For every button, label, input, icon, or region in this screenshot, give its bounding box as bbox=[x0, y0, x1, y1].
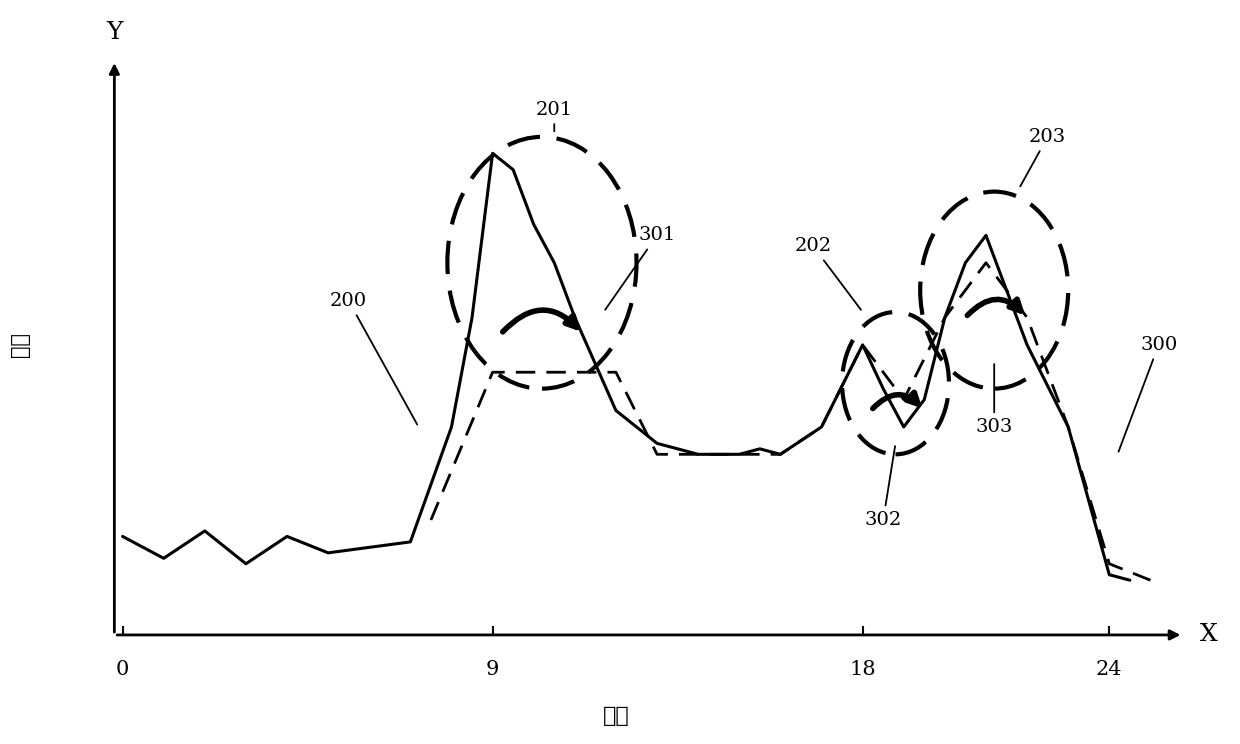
Text: 0: 0 bbox=[115, 660, 129, 679]
Text: 301: 301 bbox=[605, 226, 676, 310]
Text: 热能: 热能 bbox=[10, 333, 30, 357]
Text: 200: 200 bbox=[330, 292, 417, 425]
Text: 9: 9 bbox=[486, 660, 500, 679]
Text: 18: 18 bbox=[849, 660, 875, 679]
Text: 201: 201 bbox=[536, 100, 573, 132]
Text: X: X bbox=[1200, 623, 1218, 647]
Text: 203: 203 bbox=[1021, 128, 1066, 187]
Text: Y: Y bbox=[107, 21, 123, 44]
Text: 303: 303 bbox=[976, 364, 1013, 436]
Text: 24: 24 bbox=[1096, 660, 1122, 679]
Text: 202: 202 bbox=[795, 237, 861, 310]
Text: 时刻: 时刻 bbox=[603, 706, 630, 726]
Text: 302: 302 bbox=[864, 446, 901, 529]
Text: 300: 300 bbox=[1118, 336, 1177, 452]
